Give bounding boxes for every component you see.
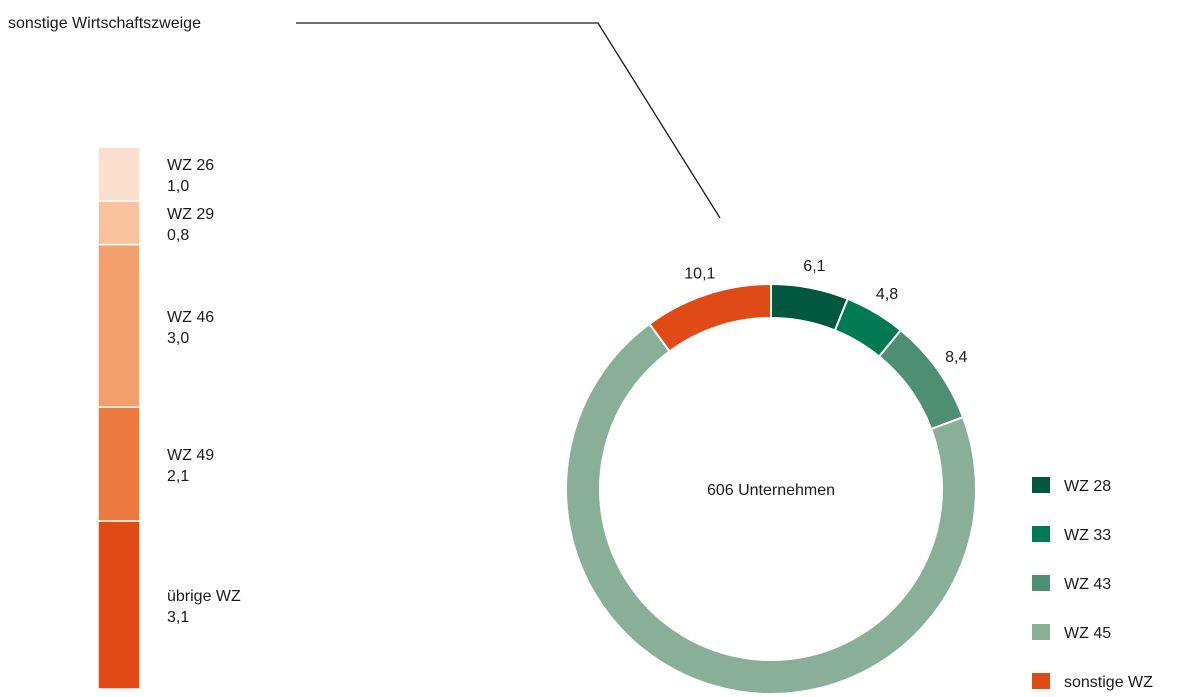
- donut-slice-1: [770, 282, 849, 332]
- stack-segment-2: [97, 406, 141, 522]
- donut-slice-3: [877, 328, 965, 431]
- legend-label-4: WZ 45: [1064, 625, 1111, 642]
- donut-value-label-3: 8,4: [945, 349, 967, 366]
- legend-label-5: sonstige WZ: [1064, 674, 1153, 691]
- stack-title: sonstige Wirtschaftszweige: [8, 15, 201, 32]
- legend-swatch-3: [1032, 575, 1050, 591]
- legend-swatch-1: [1032, 477, 1050, 493]
- legend-label-2: WZ 33: [1064, 527, 1111, 544]
- connector-line: [296, 22, 721, 219]
- donut-center-label: 606 Unternehmen: [707, 482, 835, 499]
- donut-slice-5: [648, 282, 772, 353]
- donut-chart: 6,14,88,470,610,1: [565, 258, 977, 695]
- donut-slice-4: [565, 322, 977, 695]
- stack-segment-name-3: WZ 46: [167, 309, 214, 326]
- stack-segment-1: [97, 520, 141, 690]
- donut-value-label-1: 6,1: [803, 258, 825, 275]
- donut-value-label-5: 10,1: [684, 265, 715, 282]
- legend-swatch-2: [1032, 526, 1050, 542]
- stack-segment-name-4: WZ 29: [167, 206, 214, 223]
- stack-segment-4: [97, 200, 141, 246]
- legend-swatch-4: [1032, 624, 1050, 640]
- stack-segment-name-2: WZ 49: [167, 447, 214, 464]
- stack-segment-value-2: 2,1: [167, 468, 189, 485]
- stack-segment-value-3: 3,0: [167, 330, 189, 347]
- stacked-column-chart: übrige WZ 3,1 WZ 49 2,1 WZ 46 3,0 WZ 29 0,8 WZ 2…: [97, 146, 241, 690]
- donut-value-label-2: 4,8: [876, 286, 898, 303]
- stack-segment-name-1: übrige WZ: [167, 588, 241, 605]
- stack-segment-5: [97, 146, 141, 202]
- stack-segment-value-5: 1,0: [167, 178, 189, 195]
- stack-segment-3: [97, 243, 141, 408]
- legend-label-1: WZ 28: [1064, 478, 1111, 495]
- stack-segment-value-1: 3,1: [167, 609, 189, 626]
- stack-segment-value-4: 0,8: [167, 227, 189, 244]
- legend-swatch-5: [1032, 673, 1050, 689]
- stack-segment-name-5: WZ 26: [167, 157, 214, 174]
- legend-label-3: WZ 43: [1064, 576, 1111, 593]
- donut-legend: WZ 28 WZ 33 WZ 43 WZ 45 sonstige WZ: [1032, 477, 1153, 691]
